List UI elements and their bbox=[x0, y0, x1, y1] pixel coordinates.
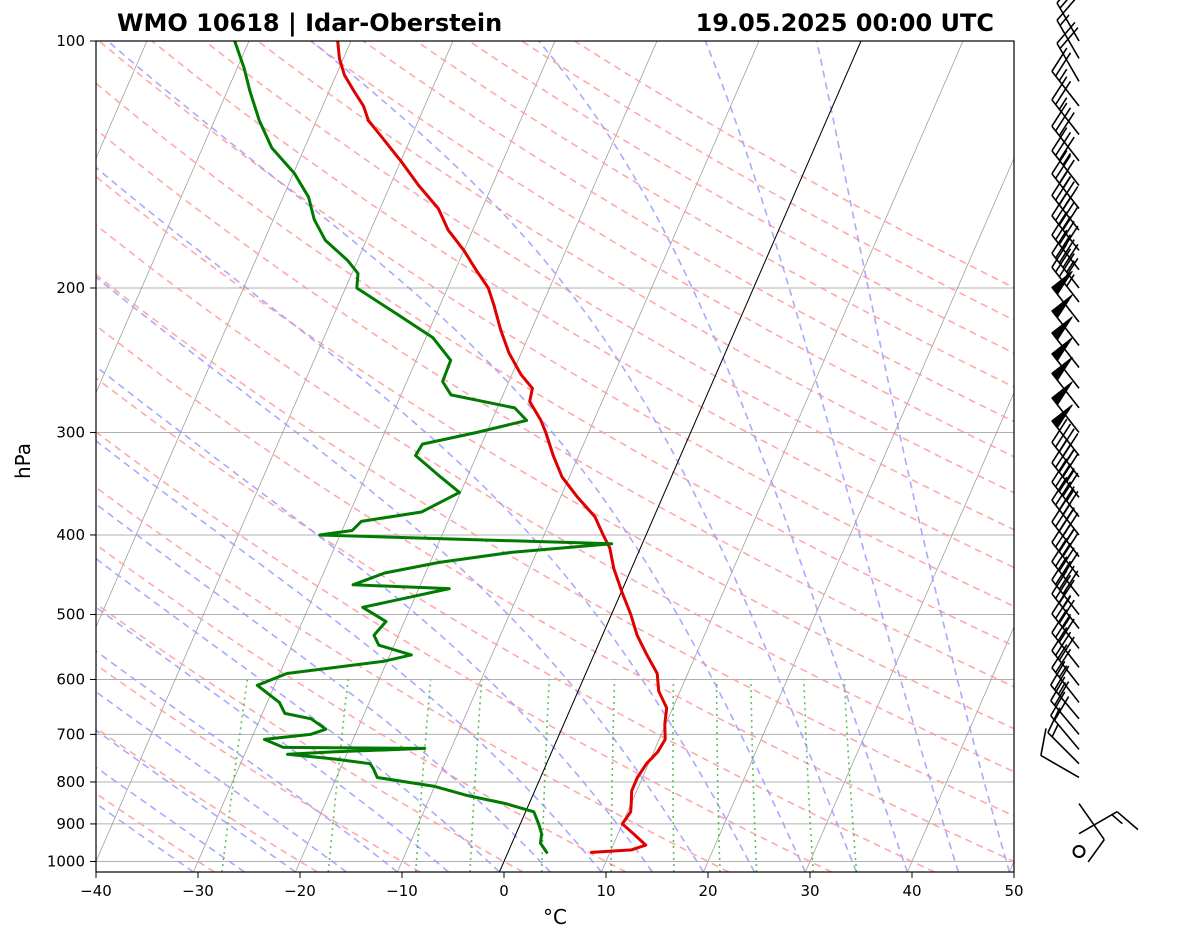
x-tick-label: 0 bbox=[499, 882, 509, 900]
y-tick-label: 700 bbox=[56, 725, 85, 743]
y-tick-label: 100 bbox=[56, 32, 85, 50]
y-tick-label: 1000 bbox=[47, 852, 85, 870]
chart-title-datetime: 19.05.2025 00:00 UTC bbox=[696, 9, 994, 37]
y-tick-label: 600 bbox=[56, 670, 85, 688]
x-tick-label: 20 bbox=[698, 882, 717, 900]
y-tick-label: 900 bbox=[56, 815, 85, 833]
x-tick-label: −10 bbox=[386, 882, 418, 900]
y-axis-label: hPa bbox=[11, 443, 35, 479]
x-tick-label: −20 bbox=[284, 882, 316, 900]
y-tick-label: 300 bbox=[56, 423, 85, 441]
chart-title-station: WMO 10618 | Idar-Oberstein bbox=[117, 9, 502, 37]
y-tick-label: 500 bbox=[56, 605, 85, 623]
x-tick-label: 30 bbox=[800, 882, 819, 900]
x-tick-label: 10 bbox=[596, 882, 615, 900]
y-tick-label: 200 bbox=[56, 279, 85, 297]
x-tick-label: 40 bbox=[902, 882, 921, 900]
x-tick-label: −40 bbox=[80, 882, 112, 900]
y-tick-label: 400 bbox=[56, 526, 85, 544]
x-axis-label: °C bbox=[543, 905, 567, 929]
y-tick-label: 800 bbox=[56, 773, 85, 791]
x-tick-label: 50 bbox=[1004, 882, 1023, 900]
x-tick-label: −30 bbox=[182, 882, 214, 900]
